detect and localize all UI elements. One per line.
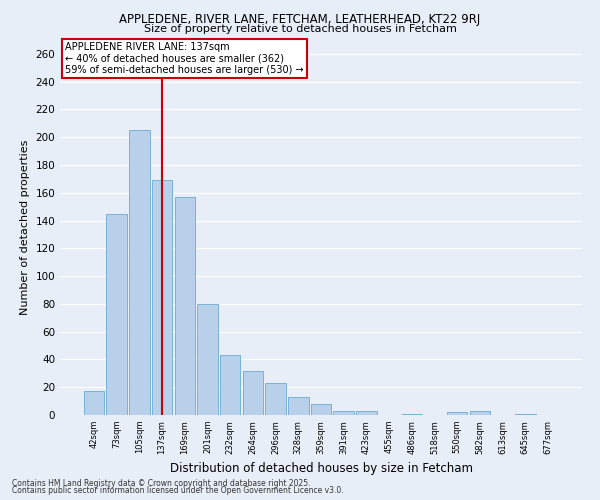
X-axis label: Distribution of detached houses by size in Fetcham: Distribution of detached houses by size … [170, 462, 473, 475]
Text: APPLEDENE RIVER LANE: 137sqm
← 40% of detached houses are smaller (362)
59% of s: APPLEDENE RIVER LANE: 137sqm ← 40% of de… [65, 42, 304, 75]
Bar [447, 412, 467, 415]
Bar [152, 180, 172, 415]
Bar [242, 370, 263, 415]
Text: Size of property relative to detached houses in Fetcham: Size of property relative to detached ho… [143, 24, 457, 34]
Bar [220, 356, 241, 415]
Bar [175, 197, 195, 415]
Bar [129, 130, 149, 415]
Bar [470, 411, 490, 415]
Bar [311, 404, 331, 415]
Bar [288, 397, 308, 415]
Bar [197, 304, 218, 415]
Text: APPLEDENE, RIVER LANE, FETCHAM, LEATHERHEAD, KT22 9RJ: APPLEDENE, RIVER LANE, FETCHAM, LEATHERH… [119, 12, 481, 26]
Bar [106, 214, 127, 415]
Bar [84, 392, 104, 415]
Bar [356, 411, 377, 415]
Y-axis label: Number of detached properties: Number of detached properties [20, 140, 30, 315]
Text: Contains public sector information licensed under the Open Government Licence v3: Contains public sector information licen… [12, 486, 344, 495]
Bar [515, 414, 536, 415]
Bar [334, 411, 354, 415]
Bar [401, 414, 422, 415]
Bar [265, 383, 286, 415]
Text: Contains HM Land Registry data © Crown copyright and database right 2025.: Contains HM Land Registry data © Crown c… [12, 478, 311, 488]
